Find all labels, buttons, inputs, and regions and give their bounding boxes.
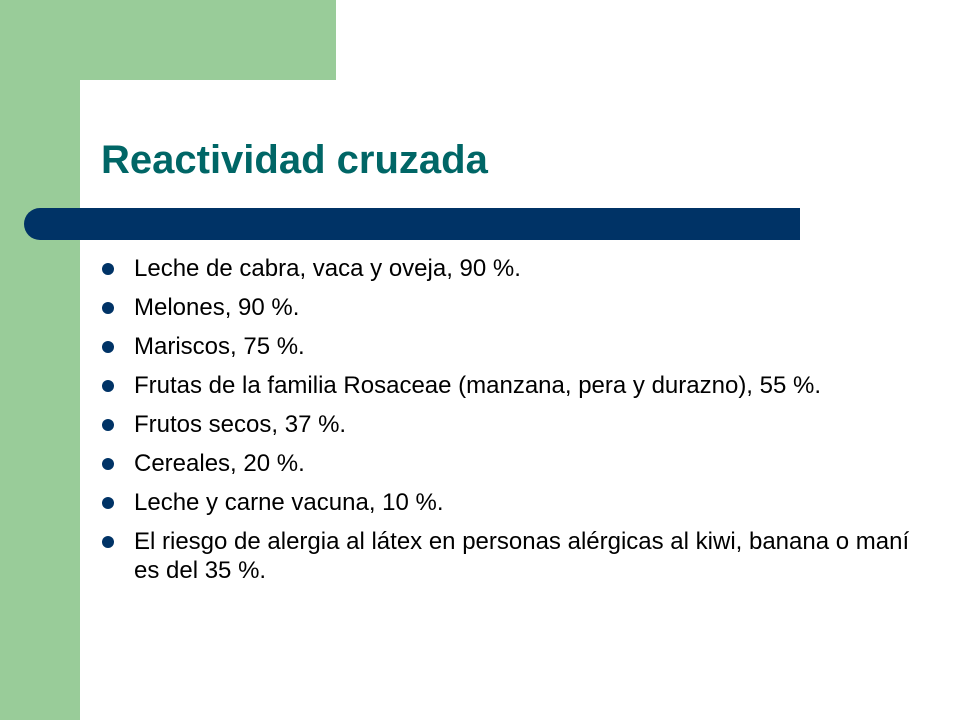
bullet-text: Leche de cabra, vaca y oveja, 90 %. bbox=[134, 255, 521, 282]
bullet-item: Mariscos, 75 %. bbox=[100, 332, 920, 361]
bullet-dot-icon bbox=[102, 263, 114, 275]
bullet-item: Cereales, 20 %. bbox=[100, 449, 920, 478]
bullet-text: Leche y carne vacuna, 10 %. bbox=[134, 489, 444, 516]
bullet-item: Leche y carne vacuna, 10 %. bbox=[100, 488, 920, 517]
bullet-item: Frutas de la familia Rosaceae (manzana, … bbox=[100, 371, 920, 400]
bullet-dot-icon bbox=[102, 497, 114, 509]
slide-title: Reactividad cruzada bbox=[101, 138, 488, 182]
bullet-item: Melones, 90 %. bbox=[100, 293, 920, 322]
bullet-text: Mariscos, 75 %. bbox=[134, 333, 305, 360]
bullet-item: El riesgo de alergia al látex en persona… bbox=[100, 527, 920, 585]
bullet-item: Frutos secos, 37 %. bbox=[100, 410, 920, 439]
bullet-text: Frutas de la familia Rosaceae (manzana, … bbox=[134, 372, 822, 399]
bullet-dot-icon bbox=[102, 341, 114, 353]
bullet-text: Frutos secos, 37 %. bbox=[134, 411, 347, 438]
top-green-block bbox=[0, 0, 336, 80]
bullet-dot-icon bbox=[102, 419, 114, 431]
bullet-dot-icon bbox=[102, 536, 114, 548]
bullet-text: Melones, 90 %. bbox=[134, 294, 300, 321]
bullet-dot-icon bbox=[102, 458, 114, 470]
bullet-dot-icon bbox=[102, 380, 114, 392]
bullet-dot-icon bbox=[102, 302, 114, 314]
title-underline-bar bbox=[24, 208, 800, 240]
left-green-bar bbox=[0, 0, 80, 720]
bullet-text: El riesgo de alergia al látex en persona… bbox=[134, 528, 910, 584]
content-panel bbox=[80, 80, 960, 720]
bullet-list: Leche de cabra, vaca y oveja, 90 %. Melo… bbox=[100, 254, 920, 595]
bullet-text: Cereales, 20 %. bbox=[134, 450, 305, 477]
bullet-item: Leche de cabra, vaca y oveja, 90 %. bbox=[100, 254, 920, 283]
